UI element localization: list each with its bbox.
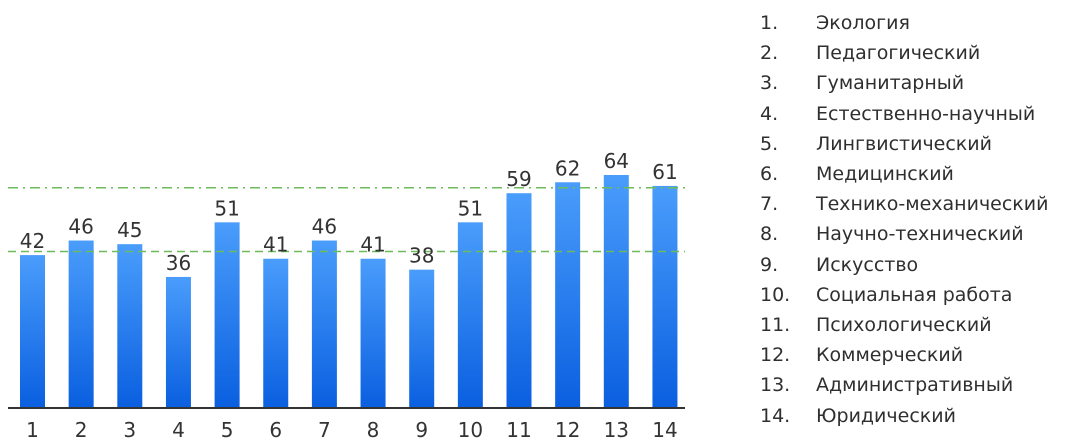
- x-tick-label-13: 13: [604, 418, 629, 442]
- legend-item-label: Экология: [816, 12, 910, 35]
- legend-item: 8. Научно-технический: [760, 219, 1048, 249]
- value-label-14: 61: [652, 160, 677, 184]
- legend-item-number: 7.: [760, 193, 779, 216]
- bars-layer: [20, 175, 678, 408]
- bar-3: [117, 244, 143, 408]
- legend-item: 5. Лингвистический: [760, 129, 1048, 159]
- legend-item-number: 3.: [760, 72, 779, 95]
- reference-lines: [8, 186, 685, 253]
- legend-item: 7. Технико-механический: [760, 189, 1048, 219]
- legend-item: 14. Юридический: [760, 400, 1048, 430]
- bar-8: [360, 258, 386, 408]
- legend-item: 1. Экология: [760, 8, 1048, 38]
- legend-item-label: Естественно-научный: [816, 102, 1036, 125]
- legend-item-number: 5.: [760, 132, 779, 155]
- value-labels: 42 46 45 36 51 41 46 41 38 51 59 62 64 61: [20, 149, 678, 275]
- x-tick-label-6: 6: [269, 418, 282, 442]
- x-tick-label-7: 7: [318, 418, 331, 442]
- legend-item: 2. Педагогический: [760, 38, 1048, 68]
- x-tick-label-14: 14: [652, 418, 677, 442]
- legend-item-number: 6.: [760, 163, 779, 186]
- bar-14: [652, 185, 678, 408]
- value-label-5: 51: [214, 196, 239, 220]
- legend-item-number: 10.: [760, 283, 791, 306]
- legend-item: 13. Административный: [760, 370, 1048, 400]
- x-tick-label-2: 2: [75, 418, 88, 442]
- x-tick-label-12: 12: [555, 418, 580, 442]
- value-label-6: 41: [263, 233, 288, 257]
- legend-item-label: Социальная работа: [816, 283, 1013, 306]
- legend-item: 11. Психологический: [760, 310, 1048, 340]
- legend-item-number: 9.: [760, 253, 779, 276]
- legend-item-label: Технико-механический: [816, 193, 1049, 216]
- legend-item-label: Психологический: [816, 313, 992, 336]
- legend-item-label: Коммерческий: [816, 344, 964, 367]
- bar-7: [311, 240, 337, 408]
- x-tick-label-1: 1: [26, 418, 39, 442]
- x-tick-label-4: 4: [172, 418, 185, 442]
- legend-item-label: Искусство: [816, 253, 919, 276]
- bar-12: [555, 182, 581, 408]
- bar-11: [506, 193, 532, 408]
- legend-item: 3. Гуманитарный: [760, 68, 1048, 98]
- legend-item: 9. Искусство: [760, 250, 1048, 280]
- bar-2: [68, 240, 94, 408]
- x-tick-label-5: 5: [221, 418, 234, 442]
- legend-item: 6. Медицинский: [760, 159, 1048, 189]
- legend-item-label: Педагогический: [816, 42, 981, 65]
- value-label-10: 51: [458, 196, 483, 220]
- value-label-12: 62: [555, 156, 580, 180]
- legend-item-number: 2.: [760, 42, 779, 65]
- legend-item-label: Административный: [816, 374, 1014, 397]
- value-label-3: 45: [117, 218, 142, 242]
- value-label-4: 36: [166, 251, 191, 275]
- legend-item-number: 8.: [760, 223, 779, 246]
- bar-10: [457, 222, 483, 408]
- bar-5: [214, 222, 240, 408]
- legend-item-label: Медицинский: [816, 163, 954, 186]
- legend: 1. Экология 2. Педагогический 3. Гуманитарный…: [760, 8, 1048, 431]
- value-label-11: 59: [506, 167, 531, 191]
- legend-item-number: 11.: [760, 313, 791, 336]
- value-label-9: 38: [409, 244, 434, 268]
- legend-item-number: 12.: [760, 344, 791, 367]
- bar-1: [20, 255, 45, 408]
- legend-item-label: Гуманитарный: [816, 72, 965, 95]
- x-tick-label-10: 10: [458, 418, 483, 442]
- x-tick-label-8: 8: [367, 418, 380, 442]
- value-label-13: 64: [604, 149, 629, 173]
- legend-item-label: Научно-технический: [816, 223, 1024, 246]
- value-label-1: 42: [20, 229, 45, 253]
- bar-13: [603, 175, 629, 408]
- legend-item: 12. Коммерческий: [760, 340, 1048, 370]
- legend-item-number: 14.: [760, 404, 791, 427]
- x-tick-label-11: 11: [506, 418, 531, 442]
- bar-9: [409, 269, 435, 408]
- legend-item: 10. Социальная работа: [760, 280, 1048, 310]
- value-label-8: 41: [360, 233, 385, 257]
- bar-6: [263, 258, 289, 408]
- x-tick-labels: 1 2 3 4 5 6 7 8 9 10 11 12 13 14: [26, 418, 678, 442]
- value-label-7: 46: [312, 215, 337, 239]
- bar-4: [165, 276, 191, 408]
- x-tick-label-9: 9: [415, 418, 428, 442]
- value-label-2: 46: [68, 215, 93, 239]
- legend-item-label: Лингвистический: [816, 132, 992, 155]
- legend-item-number: 13.: [760, 374, 791, 397]
- x-tick-label-3: 3: [123, 418, 136, 442]
- legend-item-number: 1.: [760, 12, 779, 35]
- legend-item-label: Юридический: [816, 404, 956, 427]
- legend-item-number: 4.: [760, 102, 779, 125]
- legend-item: 4. Естественно-научный: [760, 99, 1048, 129]
